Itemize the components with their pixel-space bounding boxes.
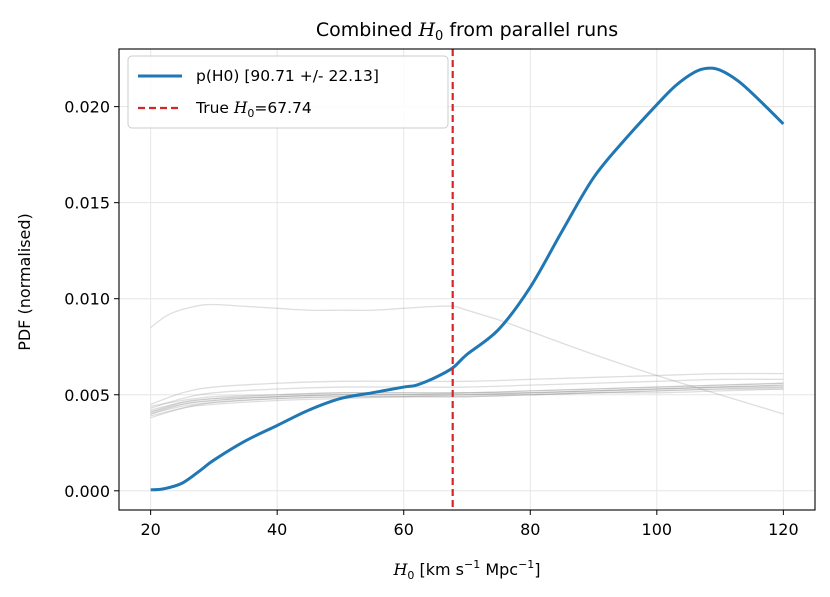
x-tick-label: 120 [768,520,799,539]
main-pdf-curve [150,66,785,492]
run-curve [150,378,784,409]
run-curve [150,386,784,415]
x-tick-label: 40 [267,520,287,539]
legend-true-label: True H0=67.74 [195,99,312,120]
x-axis-label: H0 [km s−1 Mpc−1] [392,558,540,582]
y-tick-label: 0.020 [64,98,110,117]
run-curve [150,384,784,413]
y-tick-label: 0.010 [64,290,110,309]
main-curve-group [150,66,785,492]
x-tick-label: 80 [520,520,540,539]
y-tick-label: 0.005 [64,386,110,405]
legend-main-label: p(H0) [90.71 +/- 22.13] [196,67,379,85]
axis-ticks: 20 40 60 80 100 120 0.000 0.005 0.010 0.015 0.020 [64,98,798,539]
legend: p(H0) [90.71 +/- 22.13] True H0=67.74 [127,55,449,129]
run-curve [150,386,784,413]
run-curve [150,388,784,417]
run-curve [150,303,784,415]
legend-box [127,55,449,129]
run-curve [150,372,784,405]
x-tick-label: 20 [140,520,160,539]
y-tick-label: 0.000 [64,482,110,501]
chart-title: Combined H0 from parallel runs [316,19,618,44]
x-tick-label: 60 [394,520,414,539]
run-curves [150,303,784,419]
axes-frame [118,48,816,511]
run-curve [150,384,784,415]
run-curve [150,382,784,411]
run-curve [150,388,784,419]
y-axis-label: PDF (normalised) [15,213,34,351]
run-curve [150,382,784,407]
y-tick-label: 0.015 [64,194,110,213]
x-tick-label: 100 [642,520,673,539]
